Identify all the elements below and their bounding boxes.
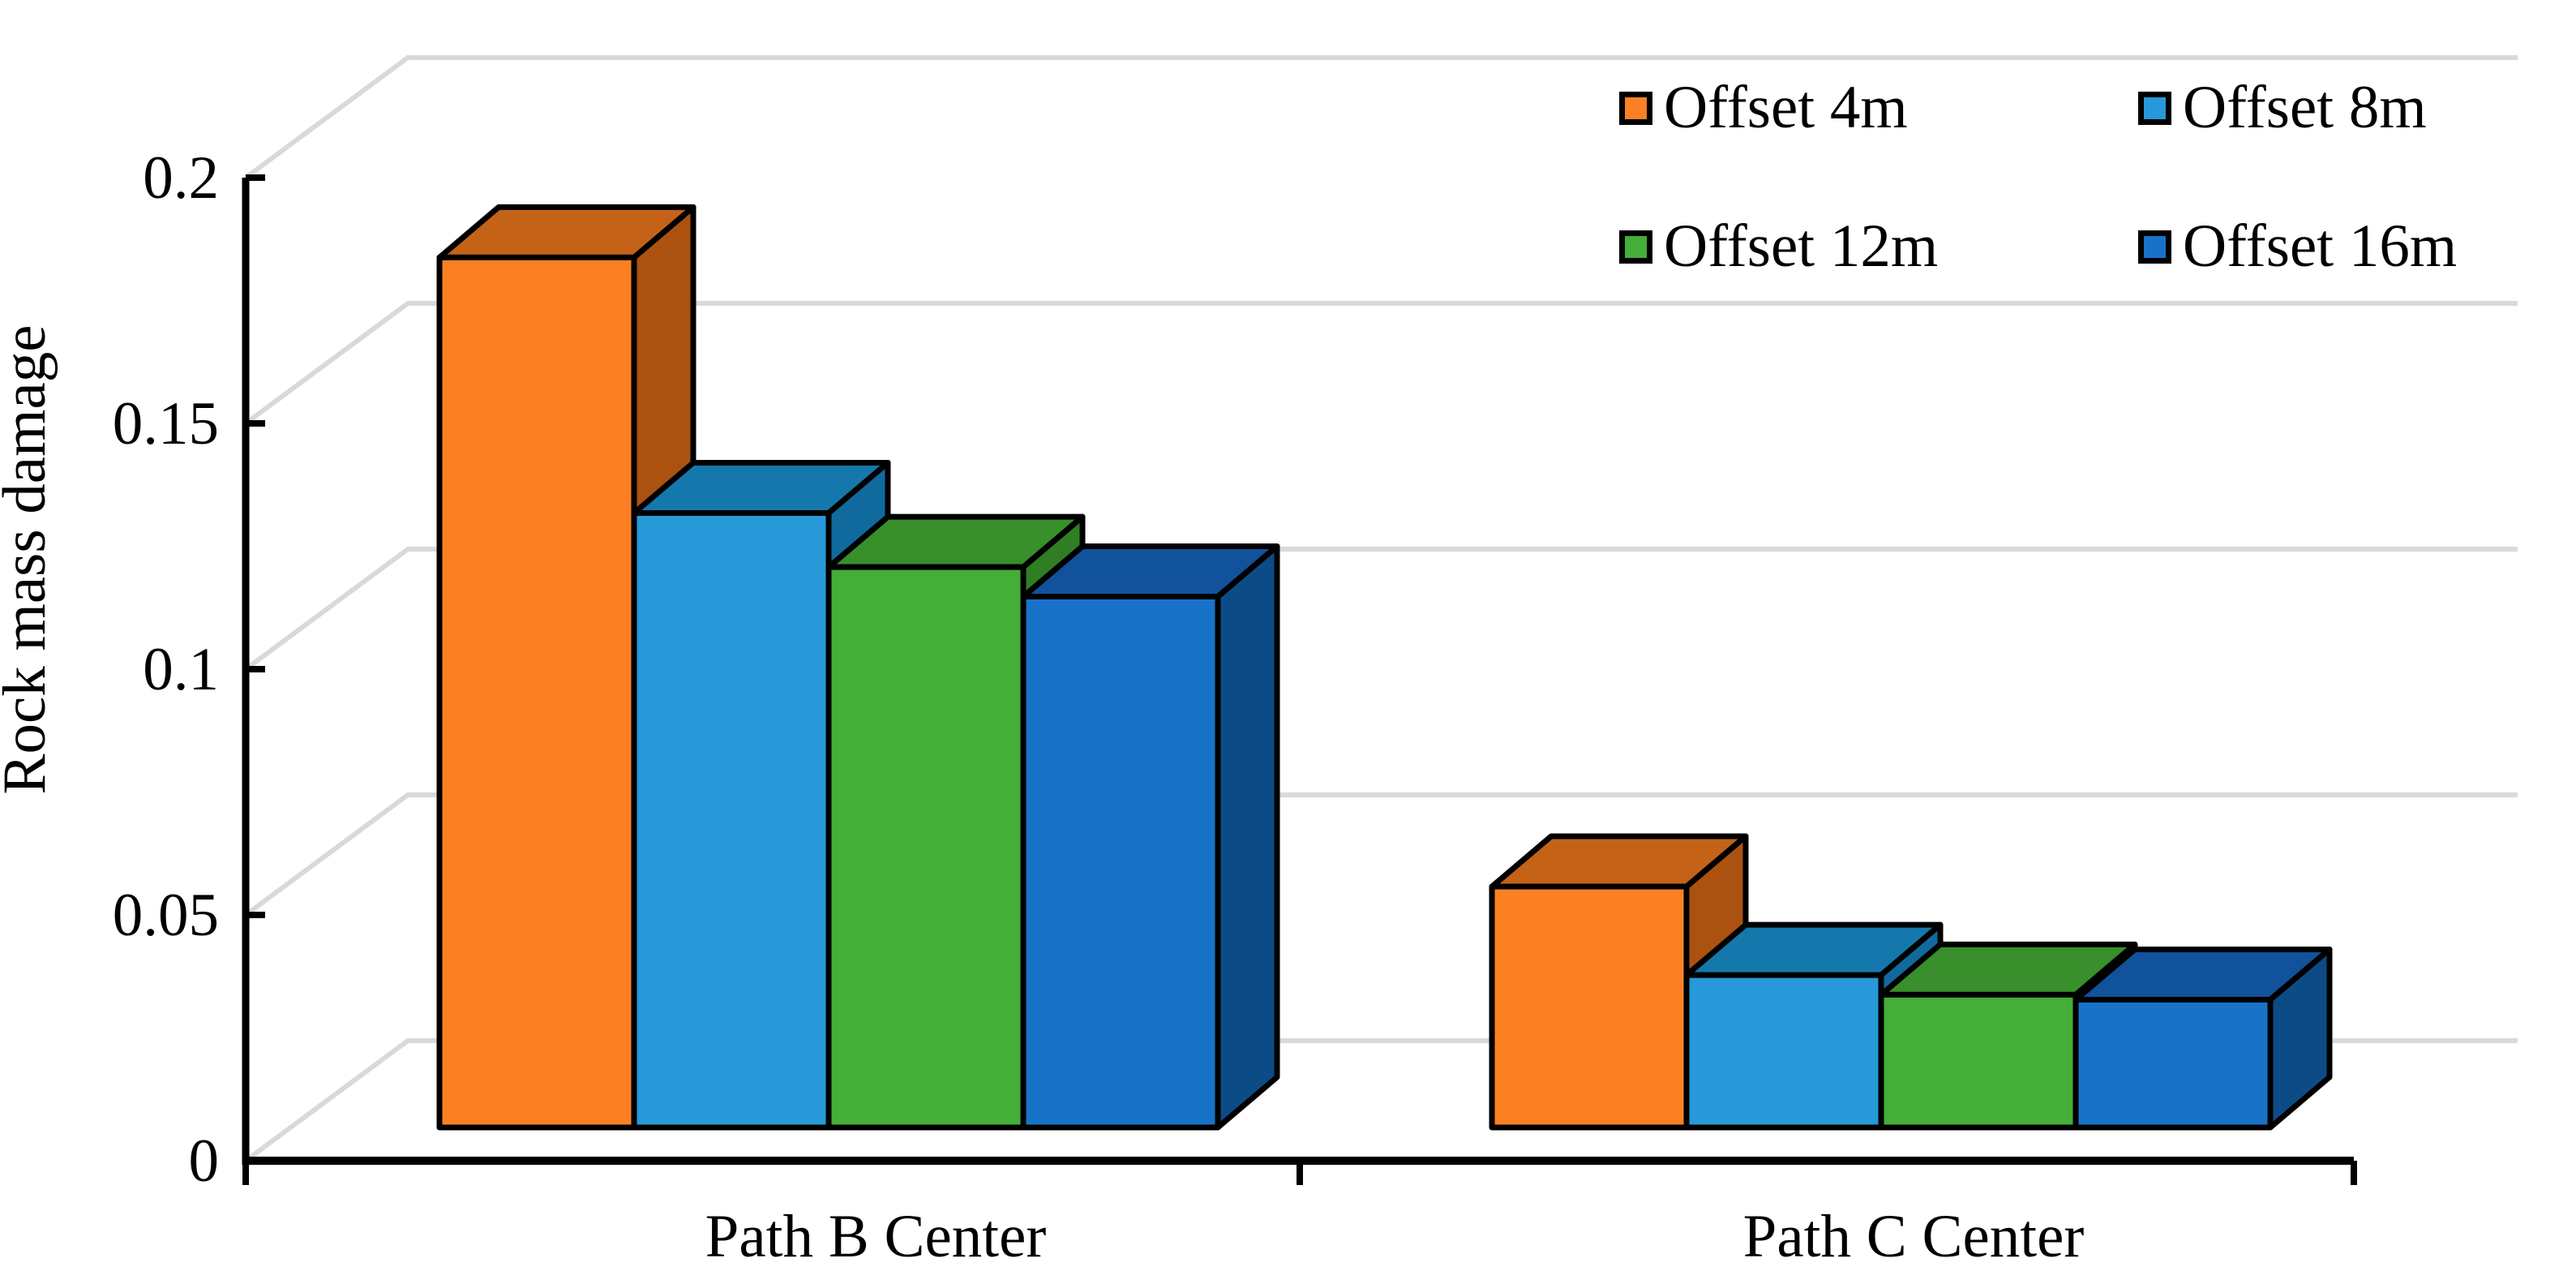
axis-labels: Rock mass damage 0.2 0.15 0.1 0.05 0 Pat…: [0, 144, 2084, 1270]
legend-label-offset-4m: Offset 4m: [1664, 74, 1908, 141]
category-label-path-c-center: Path C Center: [1743, 1203, 2085, 1270]
legend-swatch-offset-12m: [1619, 230, 1652, 264]
legend-item-offset-16m: Offset 16m: [2138, 213, 2458, 280]
legend-label-offset-12m: Offset 12m: [1664, 213, 1939, 280]
bar-offset-8m-front-face: [631, 510, 832, 1131]
legend-swatch-offset-4m: [1619, 91, 1652, 125]
bar-offset-12m-front-face: [825, 564, 1027, 1131]
y-tick-label-0-05: 0.05: [113, 882, 219, 949]
bar-path-c-center-offset-4m: [1489, 833, 1749, 1131]
y-axis-title: Rock mass damage: [0, 324, 58, 794]
legend-item-offset-8m: Offset 8m: [2138, 74, 2427, 141]
bar-offset-16m-front-face: [1020, 594, 1221, 1131]
gridline-0-05: [244, 792, 2518, 917]
legend-item-offset-4m: Offset 4m: [1619, 74, 1908, 141]
gridlines: [244, 55, 2518, 1163]
bar-offset-16m-side-face: [1215, 543, 1280, 1131]
legend-label-offset-8m: Offset 8m: [2183, 74, 2427, 141]
bar-path-c-center-offset-16m: [2072, 946, 2333, 1131]
bar-offset-8m-front-face: [1683, 972, 1884, 1131]
legend-swatch-offset-8m: [2138, 91, 2171, 125]
bar-offset-16m-front-face: [2072, 996, 2274, 1131]
legend-swatch-offset-16m: [2138, 230, 2171, 264]
bar-offset-4m-front-face: [1489, 883, 1690, 1131]
bars-3d: [436, 204, 2333, 1131]
y-tick-label-0: 0: [189, 1127, 220, 1195]
gridline-0-15: [244, 301, 2518, 426]
gridline-0-1: [244, 547, 2518, 672]
axes: [242, 174, 2357, 1185]
category-label-path-b-center: Path B Center: [705, 1203, 1047, 1270]
legend-label-offset-16m: Offset 16m: [2183, 213, 2458, 280]
y-tick-label-0-15: 0.15: [113, 390, 219, 457]
gridline-0-2: [244, 55, 2518, 180]
legend-item-offset-12m: Offset 12m: [1619, 213, 1939, 280]
bar-offset-12m-front-face: [1878, 991, 2079, 1131]
y-tick-label-0-1: 0.1: [143, 636, 219, 703]
bar-path-b-center-offset-16m: [1020, 543, 1280, 1131]
bar-offset-4m-front-face: [436, 254, 637, 1131]
y-tick-label-0-2: 0.2: [143, 144, 219, 212]
